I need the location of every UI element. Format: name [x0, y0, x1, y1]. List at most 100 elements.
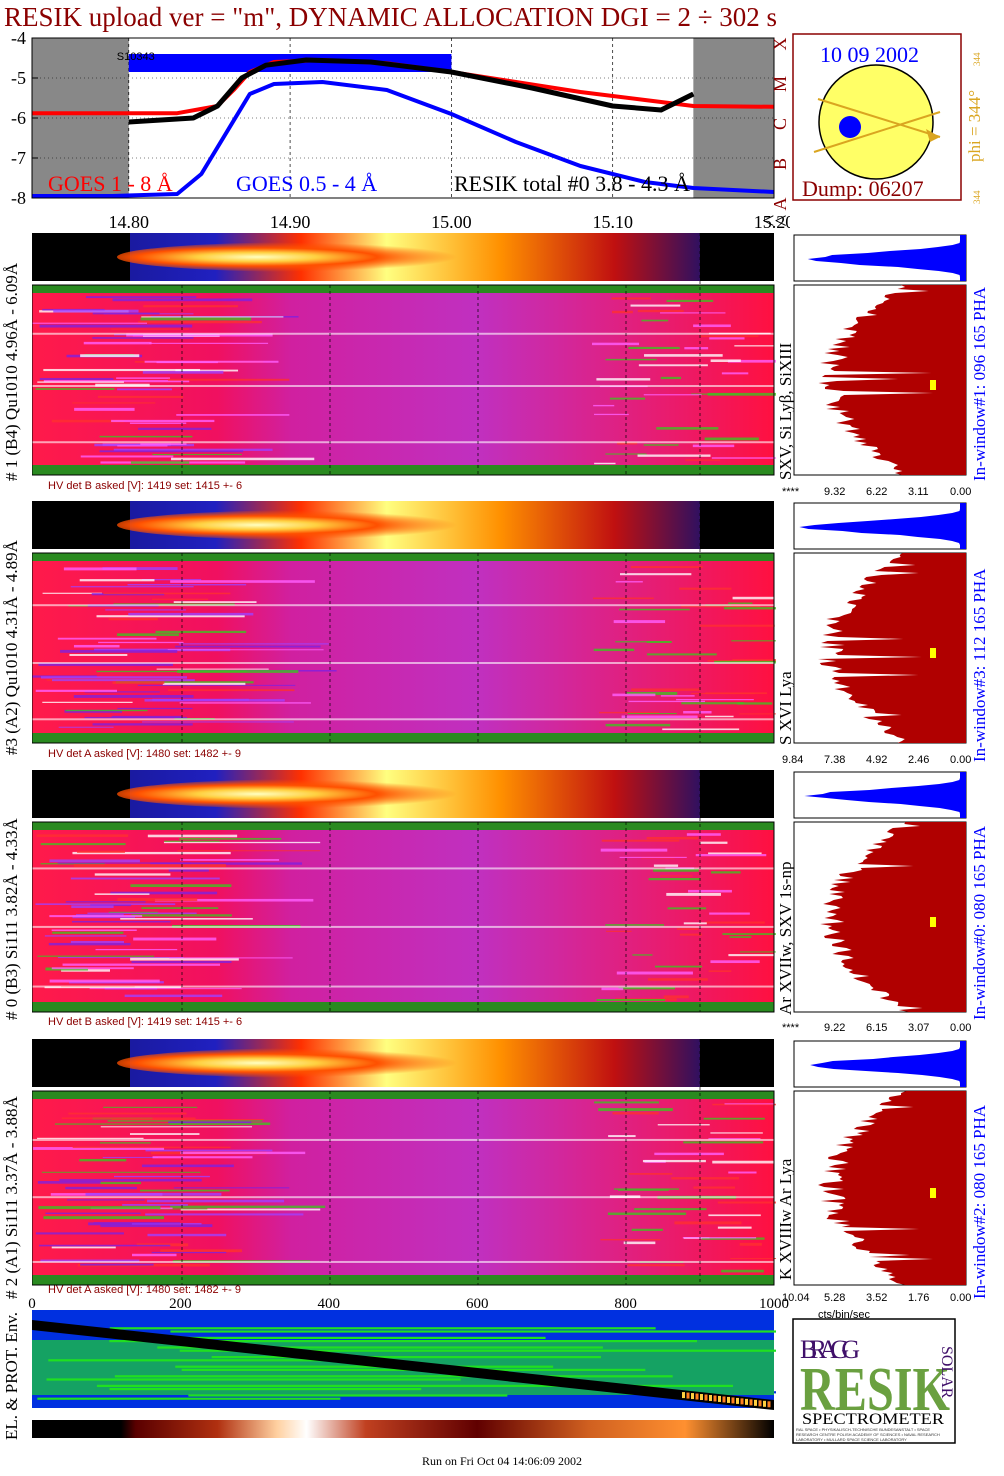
panel-texture-line	[100, 1182, 141, 1185]
panel-texture-line	[87, 912, 197, 914]
env-band	[109, 1327, 656, 1330]
pha-tick: 0.00	[950, 1292, 972, 1304]
panel-texture-line	[173, 1187, 290, 1189]
panel-texture-line	[95, 948, 178, 951]
panel-texture-line	[71, 905, 114, 909]
panel-texture-line	[59, 1179, 202, 1182]
panel-texture-line	[113, 448, 273, 451]
panel-texture-line	[739, 713, 776, 715]
panel-texture-line	[643, 444, 679, 446]
panel-texture-line	[612, 693, 656, 697]
logo-frame	[792, 1318, 956, 1444]
lc-x-tick: 15.10	[592, 212, 633, 232]
panel-texture-line	[660, 875, 693, 877]
panel-texture-line	[37, 1181, 101, 1184]
logo-bragg: BRAGG	[800, 1335, 860, 1364]
panel-texture-line	[111, 328, 189, 330]
panel-texture-line	[111, 1118, 264, 1120]
panel-label-2: # 2 (A1) Si111 3.37Å - 3.88Å	[2, 1096, 21, 1299]
lc-x-tick: 14.80	[109, 212, 150, 232]
panel-texture-line	[129, 422, 187, 424]
panel-texture-line	[721, 1269, 764, 1273]
panel-texture-line	[43, 380, 190, 383]
panel-green-edge	[32, 1002, 774, 1012]
panel-texture-line	[157, 1208, 208, 1210]
pha-top-hist	[799, 503, 966, 549]
hv-label-2: HV det A asked [V]: 1480 set: 1482 +- 9	[48, 1284, 241, 1296]
panel-texture-line	[133, 937, 217, 941]
pha-tick: 3.11	[908, 486, 929, 498]
window-label-1: In-window#1: 096 165 PHA	[970, 286, 989, 481]
panel-texture-line	[683, 710, 712, 714]
env-dot	[758, 1400, 762, 1407]
panel-texture-line	[601, 839, 680, 842]
panel-texture-line	[79, 1158, 127, 1162]
panel-texture-line	[69, 654, 128, 656]
panel-texture-line	[163, 841, 321, 844]
panel-texture-line	[147, 1199, 285, 1203]
lines-label-0: Ar XVIIw, SXV 1s-np	[776, 861, 795, 1015]
panel-texture-line	[83, 341, 152, 345]
panel-texture-line	[660, 376, 682, 380]
goes-class-letter: M	[770, 76, 790, 92]
panel-texture-line	[99, 435, 193, 438]
lines-label-3: S XVI Lya	[776, 671, 795, 745]
panel-spectral-line	[32, 1260, 774, 1263]
panel-texture-line	[739, 1242, 762, 1246]
pha-top-hist	[804, 772, 966, 818]
panel-texture-line	[691, 692, 755, 695]
panel-texture-line	[708, 970, 732, 972]
panel-texture-line	[682, 1237, 757, 1239]
panel-texture-line	[150, 862, 303, 865]
panel-texture-line	[64, 709, 122, 713]
panel-texture-line	[94, 443, 195, 447]
panel-texture-line	[111, 715, 182, 718]
panel-texture-line	[57, 637, 157, 640]
panel-spectral-line	[32, 1138, 774, 1141]
panel-texture-line	[653, 864, 679, 867]
panel-texture-line	[593, 404, 615, 407]
panel-texture-line	[637, 309, 684, 313]
pha-main-hist	[818, 1091, 966, 1285]
panel-texture-line	[600, 1239, 661, 1241]
panel-texture-line	[679, 587, 732, 590]
sun-panel: 10 09 2002 Dump: 06207 phi = 344° 344 34…	[792, 33, 984, 204]
panel-texture-line	[102, 567, 178, 571]
lc-y-tick: -8	[11, 188, 26, 208]
lc-x-tick: 14.90	[270, 212, 311, 232]
panel-texture-line	[710, 1132, 763, 1134]
panel-texture-line	[712, 1103, 776, 1106]
pha-tick: 2.46	[908, 754, 930, 766]
env-dot	[767, 1401, 771, 1408]
panel-texture-line	[73, 644, 120, 648]
panel-texture-line	[131, 960, 232, 964]
pha-tick: 9.84	[782, 754, 804, 766]
panel-green-edge	[32, 733, 774, 743]
env-colorbar	[32, 1420, 774, 1438]
pha-tick: 3.52	[866, 1292, 888, 1304]
lc-x-tick: 15.00	[431, 212, 472, 232]
sun-axis-arrow	[926, 129, 940, 142]
panel-texture-line	[152, 698, 249, 701]
panel-texture-line	[169, 1122, 271, 1126]
panel-texture-line	[171, 457, 315, 461]
panel-green-edge	[32, 465, 774, 475]
goes-class-letter: B	[770, 158, 790, 170]
panel-texture-line	[646, 653, 717, 656]
panel-texture-line	[631, 688, 700, 691]
panel-spectral-line	[32, 332, 774, 335]
panel-texture-line	[130, 957, 239, 961]
panel-texture-line	[35, 903, 176, 905]
env-band	[191, 1333, 730, 1336]
env-dot	[682, 1392, 685, 1399]
panel-texture-line	[92, 723, 193, 726]
panel-texture-line	[626, 691, 678, 695]
pha-main-hist	[817, 553, 966, 743]
panel-texture-line	[68, 1112, 187, 1115]
panel-texture-line	[35, 388, 115, 390]
panel-texture-line	[728, 602, 753, 604]
sun-disk	[818, 64, 934, 180]
panel-texture-line	[680, 605, 761, 608]
panel-texture-line	[49, 859, 140, 863]
panel-texture-line	[685, 459, 721, 461]
